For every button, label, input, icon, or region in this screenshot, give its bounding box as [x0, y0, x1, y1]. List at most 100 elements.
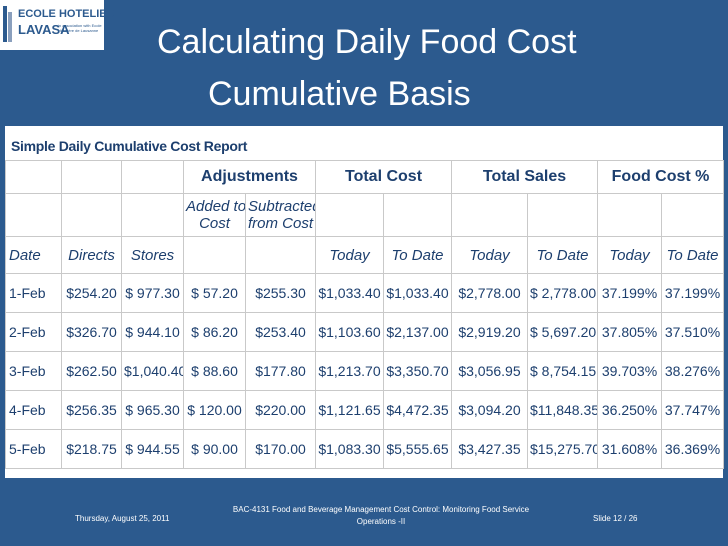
cell-subtracted: $170.00 [245, 429, 316, 469]
cell-sales-to-date: $ 5,697.20 [526, 312, 599, 352]
cell-stores: $ 965.30 [121, 390, 184, 430]
col-added [183, 236, 246, 274]
group-adjustments: Adjustments [183, 160, 316, 194]
report-panel: Simple Daily Cumulative Cost Report Adju… [5, 126, 725, 478]
group-total-sales: Total Sales [450, 160, 599, 194]
table-row: 5-Feb $218.75 $ 944.55 $ 90.00 $170.00 $1,083… [5, 429, 725, 469]
cell-pct-to-date: 37.199% [661, 273, 725, 313]
cell-stores: $ 977.30 [121, 273, 184, 313]
col-date: Date [5, 236, 62, 274]
cell-added: $ 120.00 [183, 390, 246, 430]
cell-cost-to-date: $5,555.65 [383, 429, 452, 469]
cell-sales-to-date: $15,275.70 [526, 429, 599, 469]
cell-stores: $ 944.55 [121, 429, 184, 469]
cell-added: $ 88.60 [183, 351, 246, 391]
cell-cost-today: $1,103.60 [315, 312, 384, 352]
cell-added: $ 86.20 [183, 312, 246, 352]
footer-course: BAC-4131 Food and Beverage Management Co… [232, 505, 530, 526]
cell-sales-today: $3,094.20 [451, 390, 528, 430]
cell-sales-to-date: $11,848.35 [526, 390, 599, 430]
cell-date: 1-Feb [5, 273, 62, 313]
empty-cell [61, 160, 122, 194]
cell-sales-today: $3,427.35 [451, 429, 528, 469]
cell-directs: $218.75 [61, 429, 122, 469]
slide-title-line2: Cumulative Basis [208, 75, 471, 113]
cell-directs: $256.35 [61, 390, 122, 430]
cell-pct-to-date: 37.747% [661, 390, 725, 430]
cell-pct-to-date: 36.369% [661, 429, 725, 469]
cell-added: $ 90.00 [183, 429, 246, 469]
cell-stores: $ 944.10 [121, 312, 184, 352]
sub-header-subtracted-line2: from Cost [248, 215, 314, 232]
slide-title-line1: Calculating Daily Food Cost [157, 23, 577, 61]
sub-header-subtracted-line1: Subtracted [248, 198, 316, 215]
col-sales-to-date: To Date [526, 236, 599, 274]
cell-subtracted: $177.80 [245, 351, 316, 391]
cell-sales-today: $3,056.95 [451, 351, 528, 391]
table-row: 4-Feb $256.35 $ 965.30 $ 120.00 $220.00 $1,12… [5, 390, 725, 430]
empty-cell [526, 193, 599, 237]
group-header-row: Adjustments Total Cost Total Sales Food … [5, 160, 725, 194]
sub-header-added-line1: Added to [186, 198, 246, 215]
column-header-row: Date Directs Stores Today To Date Today … [5, 236, 725, 274]
sub-header-added-line2: Cost [199, 215, 230, 232]
sub-header-subtracted: Subtracted from Cost [245, 193, 316, 237]
col-subtracted [245, 236, 316, 274]
group-food-cost-pct: Food Cost % [597, 160, 725, 194]
cell-subtracted: $255.30 [245, 273, 316, 313]
empty-cell [597, 193, 663, 237]
cell-stores: $1,040.40 [121, 351, 184, 391]
logo-line2: LAVASA [18, 22, 70, 37]
empty-cell [383, 193, 452, 237]
table-row: 2-Feb $326.70 $ 944.10 $ 86.20 $253.40 $1,103… [5, 312, 725, 352]
cell-added: $ 57.20 [183, 273, 246, 313]
logo-line1: ECOLE HOTELIERE [18, 8, 122, 20]
empty-cell [61, 193, 122, 237]
cell-directs: $262.50 [61, 351, 122, 391]
empty-cell [121, 160, 184, 194]
logo-mark-icon [3, 6, 12, 42]
cell-date: 3-Feb [5, 351, 62, 391]
table-row: 1-Feb $254.20 $ 977.30 $ 57.20 $255.30 $1,033… [5, 273, 725, 313]
col-pct-to-date: To Date [661, 236, 725, 274]
footer-date: Thursday, August 25, 2011 [75, 514, 170, 523]
cell-pct-today: 31.608% [597, 429, 663, 469]
col-stores: Stores [121, 236, 184, 274]
sub-header-row: Added to Cost Subtracted from Cost [5, 193, 725, 237]
cell-cost-to-date: $2,137.00 [383, 312, 452, 352]
cell-date: 4-Feb [5, 390, 62, 430]
cell-date: 5-Feb [5, 429, 62, 469]
cell-cost-to-date: $1,033.40 [383, 273, 452, 313]
col-cost-to-date: To Date [383, 236, 452, 274]
cell-subtracted: $220.00 [245, 390, 316, 430]
cell-directs: $254.20 [61, 273, 122, 313]
cell-cost-today: $1,083.30 [315, 429, 384, 469]
report-title: Simple Daily Cumulative Cost Report [11, 138, 248, 154]
cost-report-table: Adjustments Total Cost Total Sales Food … [5, 160, 725, 469]
cell-pct-to-date: 37.510% [661, 312, 725, 352]
cell-sales-to-date: $ 8,754.15 [526, 351, 599, 391]
cell-sales-today: $2,919.20 [451, 312, 528, 352]
cell-subtracted: $253.40 [245, 312, 316, 352]
empty-cell [5, 160, 62, 194]
table-row: 3-Feb $262.50 $1,040.40 $ 88.60 $177.80 $1,21… [5, 351, 725, 391]
empty-cell [661, 193, 725, 237]
cell-pct-today: 36.250% [597, 390, 663, 430]
cell-directs: $326.70 [61, 312, 122, 352]
cell-pct-to-date: 38.276% [661, 351, 725, 391]
cell-cost-today: $1,033.40 [315, 273, 384, 313]
empty-cell [315, 193, 384, 237]
footer-slide-number: Slide 12 / 26 [593, 514, 638, 523]
cell-sales-to-date: $ 2,778.00 [526, 273, 599, 313]
slide-header: ECOLE HOTELIERE LAVASA in association wi… [0, 0, 728, 124]
logo-subtitle: in association with Ecole Hôtelière de L… [58, 23, 102, 33]
cell-cost-to-date: $3,350.70 [383, 351, 452, 391]
group-total-cost: Total Cost [315, 160, 452, 194]
cell-cost-today: $1,213.70 [315, 351, 384, 391]
empty-cell [121, 193, 184, 237]
cell-pct-today: 37.805% [597, 312, 663, 352]
cell-pct-today: 37.199% [597, 273, 663, 313]
cell-sales-today: $2,778.00 [451, 273, 528, 313]
report-rows: 1-Feb $254.20 $ 977.30 $ 57.20 $255.30 $1,033… [5, 273, 725, 469]
